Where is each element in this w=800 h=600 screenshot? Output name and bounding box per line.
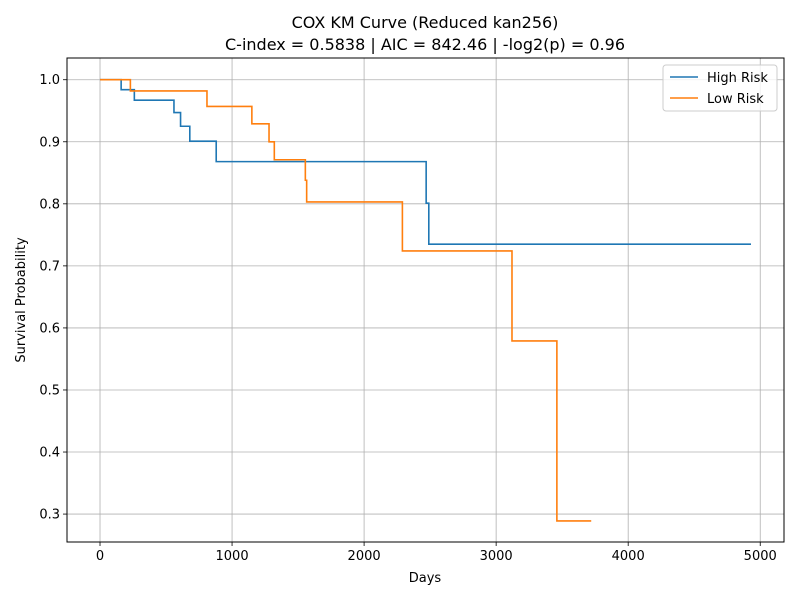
x-tick-label: 4000: [612, 549, 645, 564]
series-lines: [100, 78, 751, 522]
ticks: 0 1000 2000 3000 4000 5000 0.3 0.4 0.5 0.6 0.7 0.8 0…: [39, 73, 776, 564]
grid: [67, 58, 784, 542]
chart-title: COX KM Curve (Reduced kan256): [292, 13, 559, 32]
y-axis-title: Survival Probability: [14, 237, 29, 363]
x-tick-label: 5000: [744, 549, 777, 564]
legend: High Risk Low Risk: [662, 64, 778, 112]
y-tick-label: 0.6: [39, 321, 60, 336]
x-tick-label: 2000: [348, 549, 381, 564]
x-tick-label: 1000: [216, 549, 249, 564]
x-axis-title: Days: [409, 571, 442, 586]
series-line-high-risk: [100, 78, 751, 245]
legend-label-low-risk: Low Risk: [707, 92, 764, 107]
x-tick-label: 0: [96, 549, 104, 564]
y-tick-label: 1.0: [39, 73, 60, 88]
y-tick-label: 0.7: [39, 259, 60, 274]
plot-frame: [66, 57, 785, 543]
y-tick-label: 0.5: [39, 383, 60, 398]
y-tick-label: 0.3: [39, 508, 60, 523]
legend-label-high-risk: High Risk: [707, 71, 768, 86]
chart-subtitle: C-index = 0.5838 | AIC = 842.46 | -log2(…: [225, 35, 625, 54]
y-tick-label: 0.8: [39, 197, 60, 212]
y-tick-label: 0.9: [39, 135, 60, 150]
x-tick-label: 3000: [480, 549, 513, 564]
y-tick-label: 0.4: [39, 446, 60, 461]
series-line-low-risk: [100, 78, 592, 522]
